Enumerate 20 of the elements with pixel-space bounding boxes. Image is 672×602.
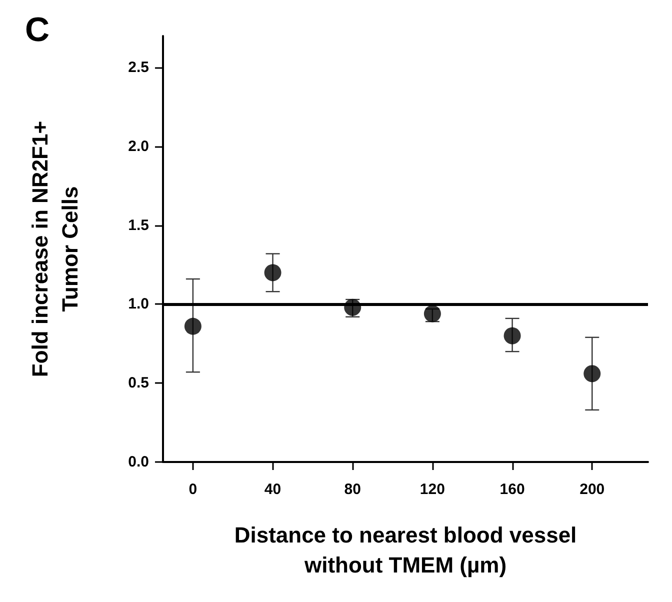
point (184, 318, 202, 335)
x-tick-label: 0 (188, 481, 198, 498)
y-axis-title: Fold increase in NR2F1+ Tumor Cells (28, 120, 82, 378)
y-tick-label: 1.5 (128, 216, 149, 234)
x-tick-label: 200 (580, 481, 605, 498)
x-axis-title: Distance to nearest blood vessel without TMEM (µm) (234, 522, 577, 578)
y-tick-label: 2.5 (128, 59, 149, 76)
y-tick-label: 1.0 (128, 296, 149, 313)
point (504, 327, 521, 344)
x-tick-label: 80 (344, 481, 361, 498)
point (424, 305, 441, 322)
y-tick-label: 0.0 (128, 454, 149, 470)
x-tick-label: 120 (420, 481, 445, 498)
y-tick-label: 2.0 (128, 138, 149, 155)
chart-title: C (25, 11, 50, 49)
x-tick-label: 160 (500, 481, 525, 498)
y-tick-label: 0.5 (128, 374, 149, 392)
x-tick-label: 40 (264, 481, 282, 498)
point (584, 365, 601, 382)
point (264, 264, 282, 282)
